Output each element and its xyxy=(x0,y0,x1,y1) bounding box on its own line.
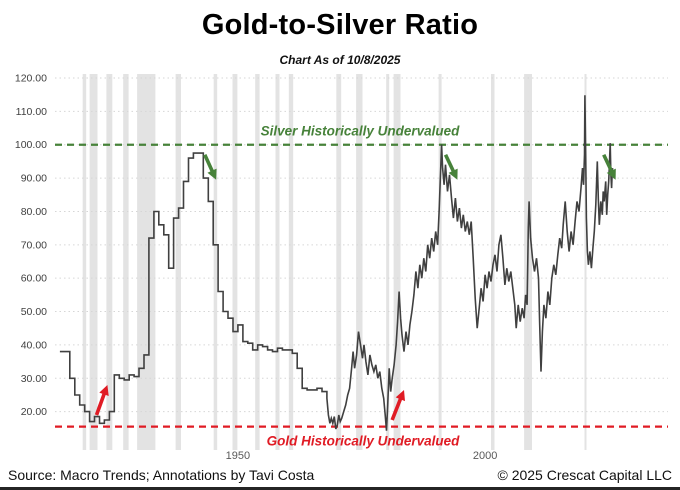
y-tick-label: 40.00 xyxy=(21,339,47,351)
recession-band xyxy=(137,74,156,450)
footer-copyright: © 2025 Crescat Capital LLC xyxy=(497,467,672,483)
y-tick-label: 20.00 xyxy=(21,406,47,418)
y-tick-label: 30.00 xyxy=(21,373,47,385)
annotation-arrow-head xyxy=(99,384,109,397)
y-tick-label: 100.00 xyxy=(15,139,47,151)
x-tick-label: 1950 xyxy=(226,450,250,462)
recession-band xyxy=(386,74,390,450)
recession-band xyxy=(106,74,113,450)
annotation-arrow-shaft xyxy=(203,153,215,174)
footer: Source: Macro Trends; Annotations by Tav… xyxy=(0,465,680,490)
recession-band xyxy=(393,74,401,450)
annotation-arrow-shaft xyxy=(94,391,107,416)
recession-band xyxy=(275,74,280,450)
ratio-series-line xyxy=(59,95,614,431)
annotation-arrow-head xyxy=(207,168,217,180)
annotation-arrow-shaft xyxy=(602,153,614,174)
y-tick-label: 110.00 xyxy=(16,106,47,118)
y-tick-label: 90.00 xyxy=(21,173,47,185)
recession-band xyxy=(584,74,587,450)
footer-source: Source: Macro Trends; Annotations by Tav… xyxy=(8,467,315,483)
annotation-arrow-head xyxy=(606,168,616,180)
annotation-arrow-shaft xyxy=(390,396,403,421)
recession-band xyxy=(89,74,98,450)
y-tick-label: 60.00 xyxy=(21,273,47,285)
recession-band xyxy=(255,74,260,450)
recession-band xyxy=(175,74,181,450)
x-tick-label: 2000 xyxy=(473,450,497,462)
y-tick-label: 50.00 xyxy=(21,306,47,318)
recession-band xyxy=(82,74,87,450)
recession-band xyxy=(438,74,442,450)
recession-band xyxy=(123,74,129,450)
annotation-arrow-shaft xyxy=(443,153,456,174)
annotation-arrow-head xyxy=(395,389,405,402)
recession-band xyxy=(336,74,342,450)
annotation-arrow-head xyxy=(448,168,458,180)
recession-band xyxy=(356,74,363,450)
recession-band xyxy=(288,74,294,450)
y-tick-label: 120.00 xyxy=(15,73,47,85)
recession-band xyxy=(232,74,238,450)
silver-undervalued-label: Silver Historically Undervalued xyxy=(261,124,461,139)
recession-band xyxy=(213,74,218,450)
y-tick-label: 70.00 xyxy=(21,239,47,251)
chart-subtitle: Chart As of 10/8/2025 xyxy=(279,53,401,67)
y-tick-label: 80.00 xyxy=(21,206,47,218)
gold-undervalued-label: Gold Historically Undervalued xyxy=(267,433,461,448)
page-title: Gold-to-Silver Ratio xyxy=(201,9,479,41)
